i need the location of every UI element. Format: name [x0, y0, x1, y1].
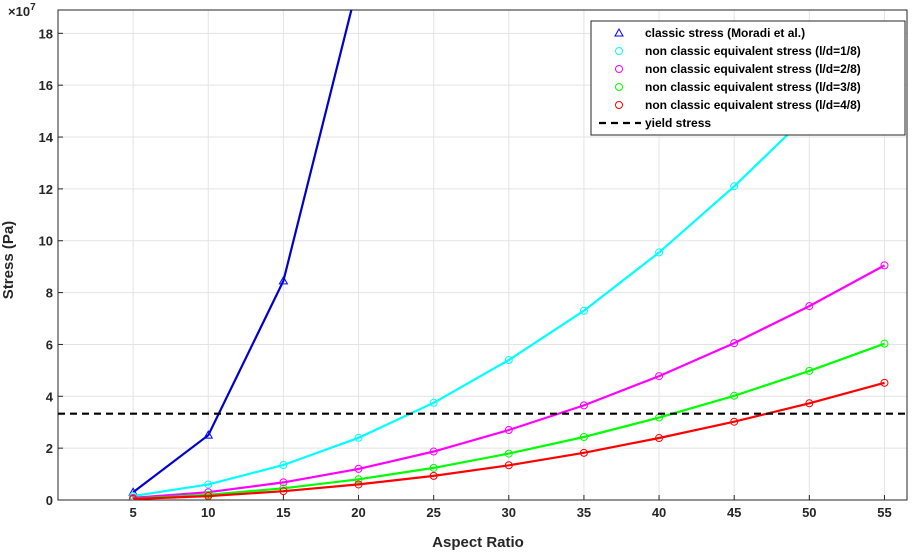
series-layer — [58, 10, 907, 500]
legend-label: non classic equivalent stress (l/d=4/8) — [645, 98, 861, 112]
series-0 — [128, 10, 353, 496]
data-point — [880, 339, 889, 348]
y-tick-label: 12 — [39, 182, 53, 197]
data-point — [279, 478, 288, 487]
y-tick-label: 10 — [39, 234, 53, 249]
data-point — [730, 339, 739, 348]
data-point — [655, 248, 664, 257]
data-point — [354, 433, 363, 442]
data-point — [805, 366, 814, 375]
data-point — [655, 372, 664, 381]
data-point — [429, 398, 438, 407]
data-point — [504, 356, 513, 364]
data-point — [880, 378, 889, 387]
data-point — [278, 275, 289, 285]
data-point — [129, 494, 138, 500]
legend-marker — [615, 101, 623, 109]
data-point — [730, 182, 739, 191]
data-point — [354, 464, 363, 473]
data-point — [805, 399, 814, 408]
data-point — [504, 461, 513, 470]
series-line — [133, 342, 885, 500]
legend-item: non classic equivalent stress (l/d=2/8) — [615, 62, 861, 76]
legend-label: non classic equivalent stress (l/d=1/8) — [645, 44, 861, 58]
tick-labels: 5 10 15 20 25 30 35 40 45 50 55 0 2 4 6 8 10 12 14 16 18 — [39, 26, 892, 520]
series-4 — [129, 378, 889, 500]
y-exponent-label: ×107 — [8, 2, 36, 19]
series-3 — [129, 339, 889, 500]
data-point — [354, 480, 363, 489]
x-tick-label: 25 — [426, 505, 440, 520]
series-line — [132, 10, 353, 494]
x-tick-label: 55 — [877, 505, 891, 520]
x-tick-label: 15 — [276, 505, 290, 520]
legend-box — [590, 20, 906, 136]
x-tick-label: 40 — [652, 505, 666, 520]
y-tick-label: 0 — [46, 493, 53, 508]
x-tick-label: 10 — [201, 505, 215, 520]
legend-marker — [615, 83, 623, 91]
y-tick-label: 14 — [39, 130, 54, 145]
legend-item: yield stress — [599, 116, 711, 130]
data-point — [203, 430, 214, 439]
data-point — [579, 306, 588, 315]
legend-item: non classic equivalent stress (l/d=1/8) — [615, 44, 861, 58]
legend-label: classic stress (Moradi et al.) — [645, 26, 805, 40]
data-point — [429, 471, 438, 480]
y-tick-label: 4 — [46, 389, 54, 404]
data-point — [204, 492, 213, 500]
legend: classic stress (Moradi et al.) non classi… — [590, 20, 906, 136]
legend-marker — [614, 27, 624, 37]
data-point — [279, 461, 288, 469]
data-point — [579, 448, 588, 457]
data-point — [504, 449, 513, 458]
plot-frame — [57, 9, 908, 501]
data-point — [655, 434, 664, 443]
y-tick-label: 16 — [39, 78, 53, 93]
x-tick-label: 45 — [727, 505, 741, 520]
data-point — [429, 447, 438, 456]
y-axis-label: Stress (Pa) — [0, 221, 17, 299]
data-point — [204, 480, 213, 489]
y-tick-label: 6 — [46, 337, 53, 352]
data-point — [805, 302, 814, 311]
legend-marker — [615, 47, 623, 55]
legend-item: non classic equivalent stress (l/d=4/8) — [615, 98, 861, 112]
x-tick-label: 20 — [351, 505, 365, 520]
data-point — [504, 426, 513, 434]
x-axis-label: Aspect Ratio — [432, 534, 524, 551]
legend-item: classic stress (Moradi et al.) — [614, 26, 805, 40]
series-line — [132, 32, 886, 498]
data-point — [730, 391, 739, 400]
legend-item: non classic equivalent stress (l/d=3/8) — [615, 80, 861, 94]
legend-label: yield stress — [645, 116, 711, 130]
data-point — [429, 463, 438, 472]
data-point — [279, 487, 288, 496]
data-point — [354, 475, 363, 484]
x-tick-label: 35 — [577, 505, 591, 520]
data-point — [579, 401, 588, 410]
legend-marker — [615, 65, 623, 73]
y-tick-label: 8 — [46, 286, 53, 301]
data-point — [730, 417, 739, 426]
y-exponent: 7 — [30, 2, 36, 13]
data-point — [579, 433, 588, 441]
x-tick-label: 50 — [802, 505, 816, 520]
x-tick-label: 5 — [130, 505, 137, 520]
legend-label: non classic equivalent stress (l/d=3/8) — [645, 80, 861, 94]
x-tick-label: 30 — [502, 505, 516, 520]
legend-label: non classic equivalent stress (l/d=2/8) — [645, 62, 861, 76]
y-tick-label: 18 — [39, 26, 53, 41]
series-line — [133, 381, 885, 500]
series-line — [133, 264, 886, 499]
data-point — [880, 261, 889, 270]
y-tick-label: 2 — [46, 441, 53, 456]
